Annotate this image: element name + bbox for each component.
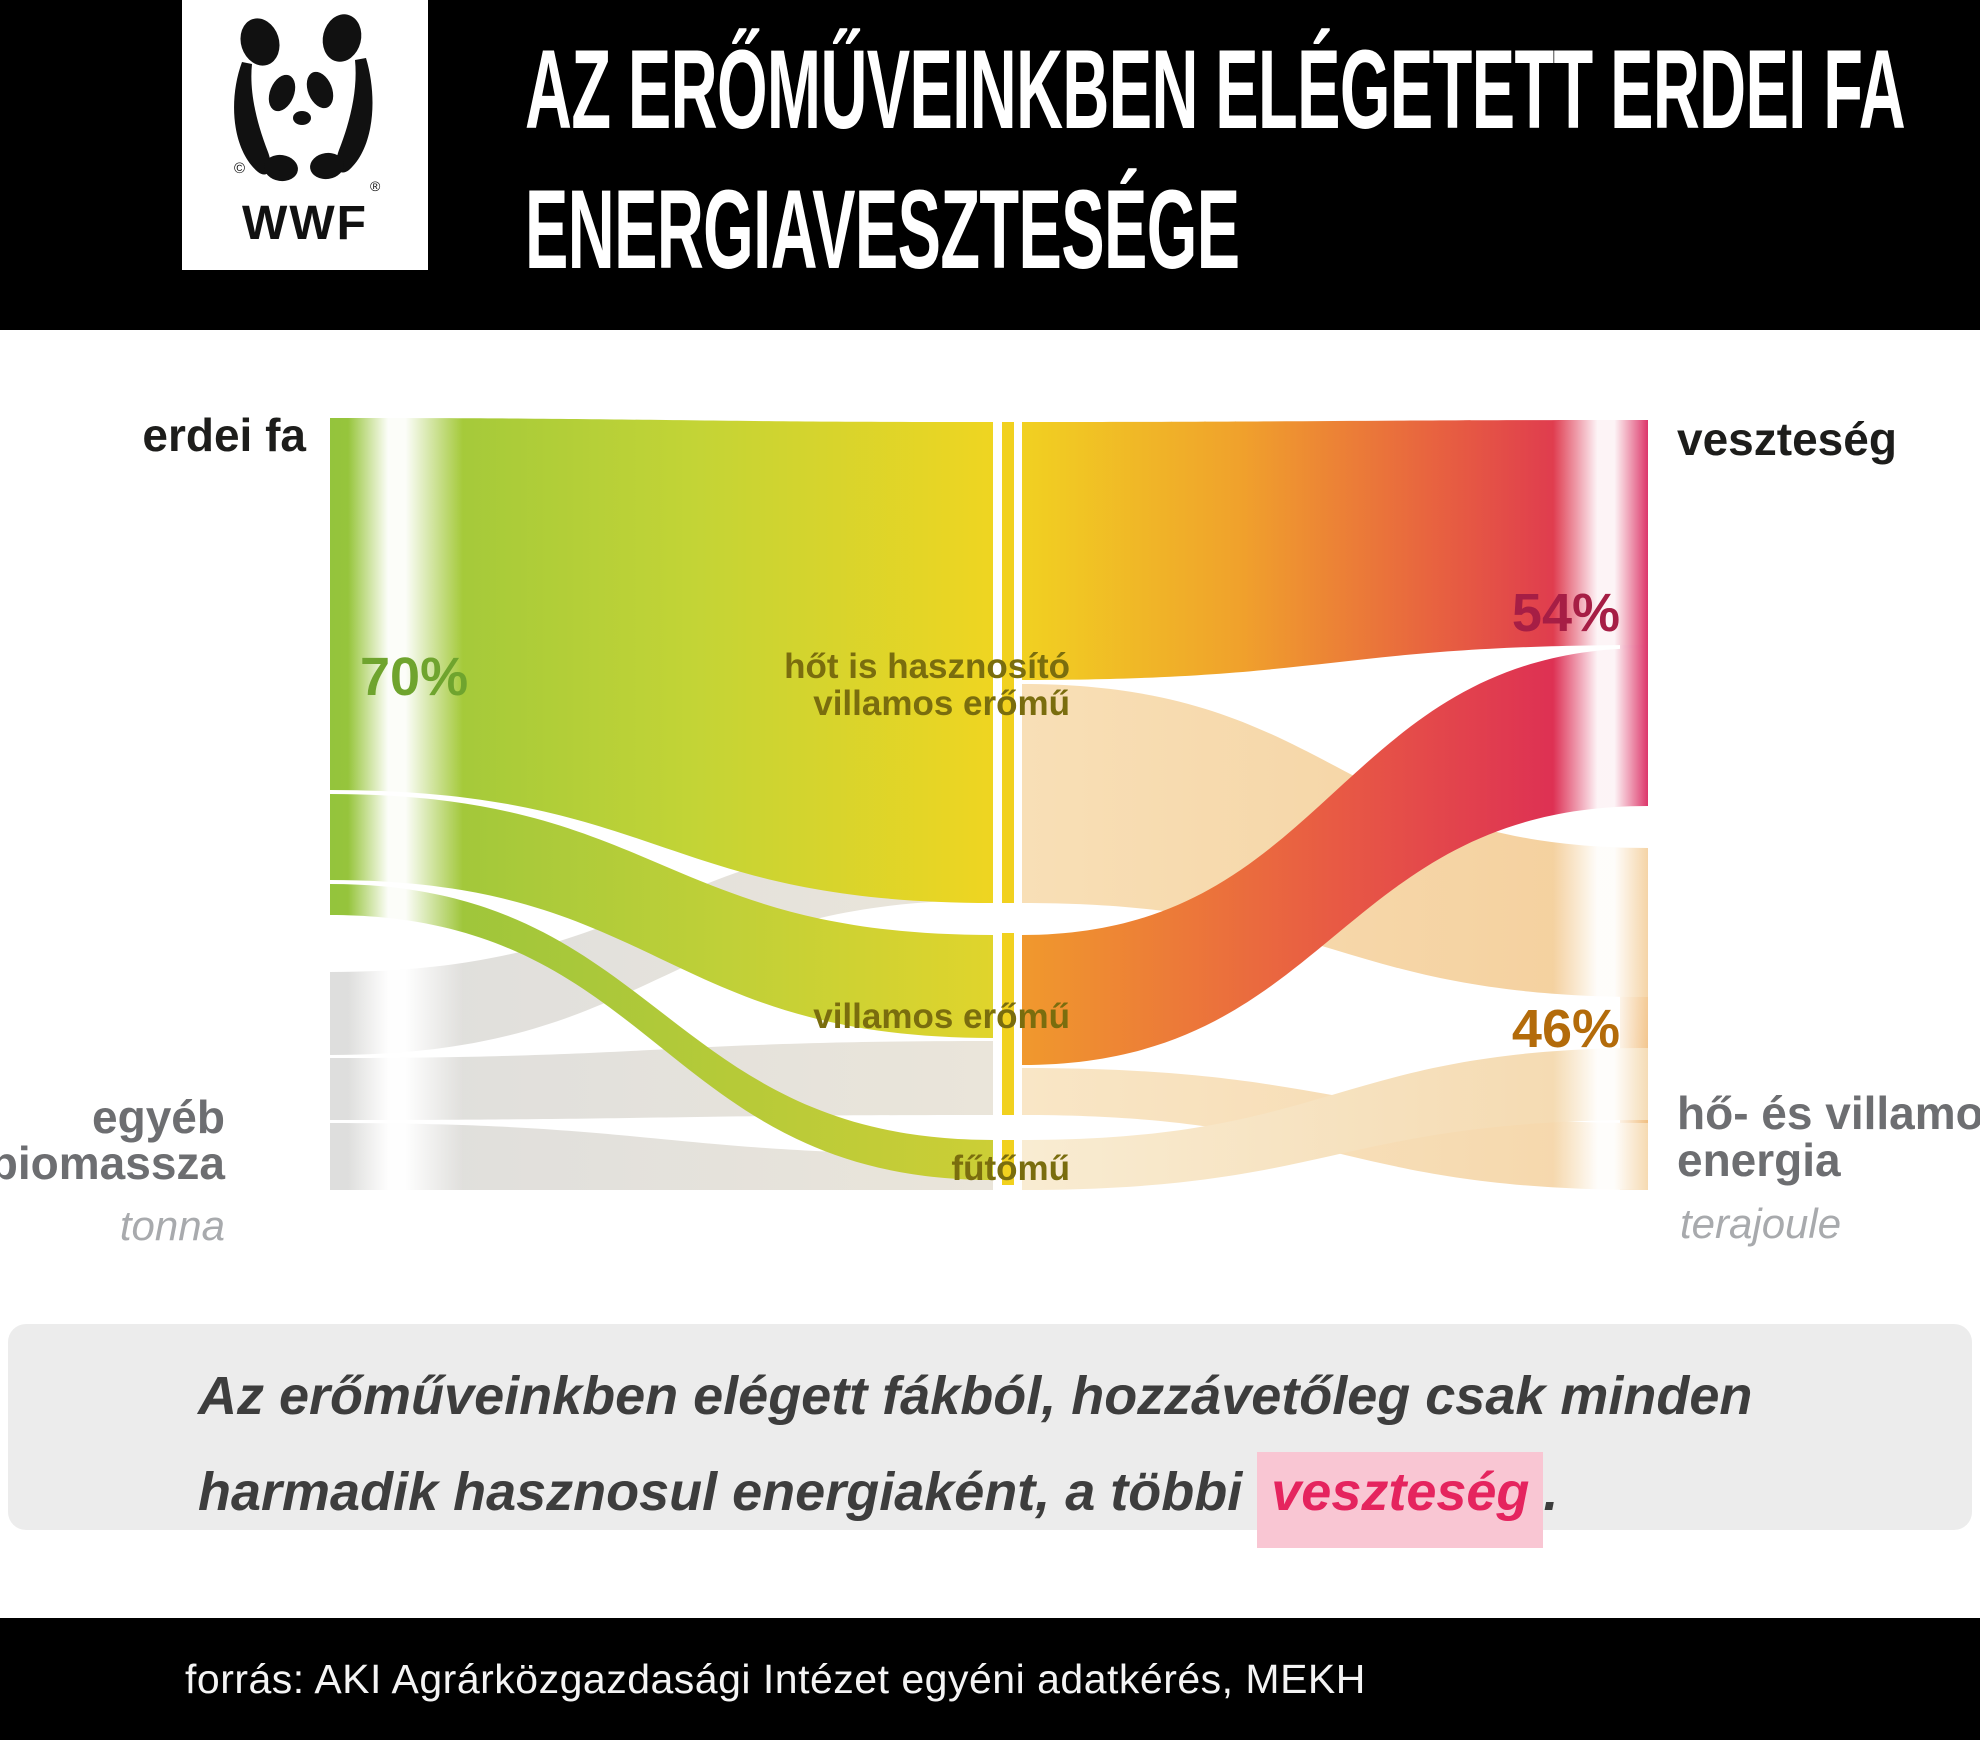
left-node-highlight xyxy=(348,414,463,1194)
unit-tonna: tonna xyxy=(119,1202,225,1249)
node-veszteseg-column xyxy=(1620,420,1648,806)
label-villamos-eromu: villamos erőmű xyxy=(813,997,1070,1036)
pct-veszteseg: 54% xyxy=(1511,583,1620,643)
wwf-panda-icon xyxy=(234,14,373,182)
page-title-line1: AZ ERŐMŰVEINKBEN ELÉGETETT ERDEI FA xyxy=(525,27,1906,152)
source-text: forrás: AKI Agrárközgazdasági Intézet eg… xyxy=(185,1656,1366,1702)
label-egyeb-biomassza: egyéb biomassza xyxy=(0,1091,225,1189)
label-erdei-fa: erdei fa xyxy=(142,409,306,461)
copyright-mark: © xyxy=(234,160,246,177)
unit-terajoule: terajoule xyxy=(1680,1200,1842,1247)
callout-box: Az erőműveinkben elégett fákból, hozzáve… xyxy=(8,1324,1972,1548)
pct-energia: 46% xyxy=(1511,999,1620,1059)
callout-highlight: veszteség xyxy=(1257,1452,1544,1548)
header-band: © ® WWF AZ ERŐMŰVEINKBEN ELÉGETETT ERDEI… xyxy=(0,0,1980,330)
callout-line1: Az erőműveinkben elégett fákból, hozzáve… xyxy=(198,1366,1753,1426)
pct-erdei-fa: 70% xyxy=(360,647,469,707)
wwf-logo: © ® WWF xyxy=(182,0,428,270)
flow-villamos-energia xyxy=(1022,1068,1648,1190)
flow-biomassza-futomu xyxy=(330,1123,993,1190)
footer-band: forrás: AKI Agrárközgazdasági Intézet eg… xyxy=(0,1618,1980,1740)
callout-line2: harmadik hasznosul energiaként, a többi … xyxy=(198,1444,1752,1548)
wwf-logo-text: WWF xyxy=(242,197,368,250)
label-veszteseg: veszteség xyxy=(1677,413,1897,465)
registered-mark: ® xyxy=(370,178,381,194)
label-chp: hőt is hasznosító villamos erőmű xyxy=(784,647,1070,723)
page-title-line2: ENERGIAVESZTESÉGE xyxy=(525,167,1240,292)
right-node-highlight xyxy=(1553,416,1652,1194)
node-energia-column xyxy=(1620,848,1648,1190)
label-futomu: fűtőmű xyxy=(951,1149,1070,1188)
flow-futomu-energia xyxy=(1022,1048,1648,1190)
label-ho-es-villamos-energia: hő- és villamos energia xyxy=(1677,1087,1980,1186)
flow-chp-energia xyxy=(1022,684,1648,997)
flow-biomassza-villamos xyxy=(330,1041,993,1120)
callout-text: Az erőműveinkben elégett fákból, hozzáve… xyxy=(198,1348,1753,1548)
